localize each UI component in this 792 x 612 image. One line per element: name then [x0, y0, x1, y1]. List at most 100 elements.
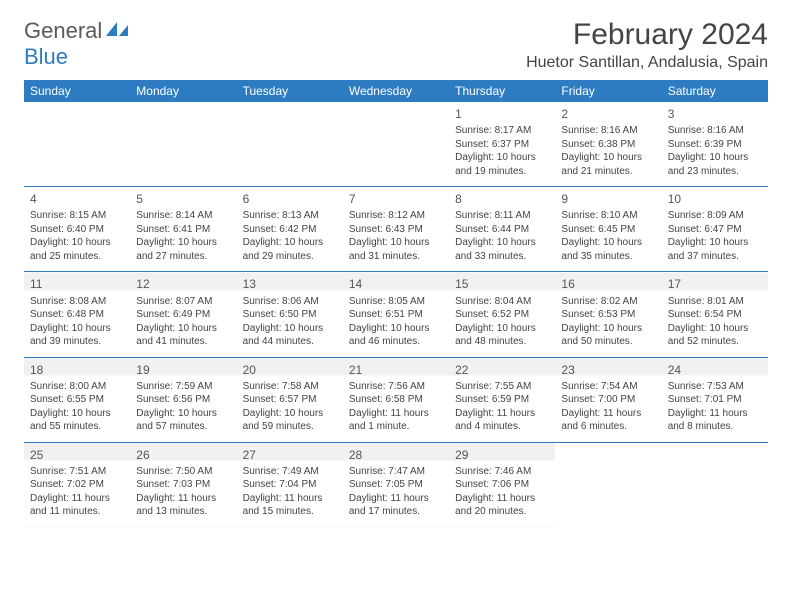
calendar-cell: 12Sunrise: 8:07 AMSunset: 6:49 PMDayligh…	[130, 272, 236, 357]
sunset-text: Sunset: 6:53 PM	[561, 308, 655, 322]
calendar-cell: 26Sunrise: 7:50 AMSunset: 7:03 PMDayligh…	[130, 442, 236, 527]
calendar-cell: 6Sunrise: 8:13 AMSunset: 6:42 PMDaylight…	[237, 187, 343, 272]
day-number: 1	[455, 106, 549, 122]
day-header: Wednesday	[343, 80, 449, 102]
day-number: 23	[561, 362, 655, 378]
calendar-cell: 1Sunrise: 8:17 AMSunset: 6:37 PMDaylight…	[449, 102, 555, 187]
sunset-text: Sunset: 6:41 PM	[136, 223, 230, 237]
daylight-text: Daylight: 11 hours and 15 minutes.	[243, 492, 337, 519]
day-number: 2	[561, 106, 655, 122]
calendar-cell: 11Sunrise: 8:08 AMSunset: 6:48 PMDayligh…	[24, 272, 130, 357]
daylight-text: Daylight: 10 hours and 37 minutes.	[668, 236, 762, 263]
sunrise-text: Sunrise: 8:06 AM	[243, 295, 337, 309]
daylight-text: Daylight: 10 hours and 33 minutes.	[455, 236, 549, 263]
calendar-cell: 27Sunrise: 7:49 AMSunset: 7:04 PMDayligh…	[237, 442, 343, 527]
daylight-text: Daylight: 10 hours and 52 minutes.	[668, 322, 762, 349]
sunset-text: Sunset: 6:43 PM	[349, 223, 443, 237]
day-number: 8	[455, 191, 549, 207]
sunrise-text: Sunrise: 8:14 AM	[136, 209, 230, 223]
sunrise-text: Sunrise: 7:56 AM	[349, 380, 443, 394]
day-number: 21	[349, 362, 443, 378]
calendar-cell	[662, 442, 768, 527]
calendar-cell: 28Sunrise: 7:47 AMSunset: 7:05 PMDayligh…	[343, 442, 449, 527]
calendar-week: 11Sunrise: 8:08 AMSunset: 6:48 PMDayligh…	[24, 272, 768, 357]
calendar-head: SundayMondayTuesdayWednesdayThursdayFrid…	[24, 80, 768, 102]
daylight-text: Daylight: 10 hours and 50 minutes.	[561, 322, 655, 349]
calendar-cell: 22Sunrise: 7:55 AMSunset: 6:59 PMDayligh…	[449, 357, 555, 442]
sunset-text: Sunset: 6:58 PM	[349, 393, 443, 407]
day-number: 4	[30, 191, 124, 207]
calendar-cell: 18Sunrise: 8:00 AMSunset: 6:55 PMDayligh…	[24, 357, 130, 442]
day-number: 17	[668, 276, 762, 292]
daylight-text: Daylight: 11 hours and 13 minutes.	[136, 492, 230, 519]
brand-logo: GeneralBlue	[24, 18, 132, 70]
daylight-text: Daylight: 10 hours and 29 minutes.	[243, 236, 337, 263]
sunset-text: Sunset: 7:04 PM	[243, 478, 337, 492]
sunrise-text: Sunrise: 8:01 AM	[668, 295, 762, 309]
daylight-text: Daylight: 11 hours and 4 minutes.	[455, 407, 549, 434]
daylight-text: Daylight: 10 hours and 59 minutes.	[243, 407, 337, 434]
day-header: Monday	[130, 80, 236, 102]
sunset-text: Sunset: 7:06 PM	[455, 478, 549, 492]
sunrise-text: Sunrise: 8:09 AM	[668, 209, 762, 223]
daylight-text: Daylight: 10 hours and 41 minutes.	[136, 322, 230, 349]
daylight-text: Daylight: 11 hours and 1 minute.	[349, 407, 443, 434]
sunrise-text: Sunrise: 8:15 AM	[30, 209, 124, 223]
day-header: Sunday	[24, 80, 130, 102]
day-number: 24	[668, 362, 762, 378]
sunrise-text: Sunrise: 7:58 AM	[243, 380, 337, 394]
sunset-text: Sunset: 6:39 PM	[668, 138, 762, 152]
day-number: 5	[136, 191, 230, 207]
calendar-cell: 17 Sunrise: 8:01 AMSunset: 6:54 PMDayligh…	[662, 272, 768, 357]
day-number: 7	[349, 191, 443, 207]
sunrise-text: Sunrise: 8:11 AM	[455, 209, 549, 223]
daylight-text: Daylight: 11 hours and 8 minutes.	[668, 407, 762, 434]
daylight-text: Daylight: 10 hours and 57 minutes.	[136, 407, 230, 434]
calendar-cell: 10Sunrise: 8:09 AMSunset: 6:47 PMDayligh…	[662, 187, 768, 272]
day-header: Thursday	[449, 80, 555, 102]
day-header: Friday	[555, 80, 661, 102]
calendar-week: 1Sunrise: 8:17 AMSunset: 6:37 PMDaylight…	[24, 102, 768, 187]
calendar-week: 25Sunrise: 7:51 AMSunset: 7:02 PMDayligh…	[24, 442, 768, 527]
sunset-text: Sunset: 6:37 PM	[455, 138, 549, 152]
daylight-text: Daylight: 10 hours and 31 minutes.	[349, 236, 443, 263]
sunrise-text: Sunrise: 8:12 AM	[349, 209, 443, 223]
day-number: 16	[561, 276, 655, 292]
calendar-cell: 3Sunrise: 8:16 AMSunset: 6:39 PMDaylight…	[662, 102, 768, 187]
calendar-cell: 21 Sunrise: 7:56 AMSunset: 6:58 PMDayligh…	[343, 357, 449, 442]
sunrise-text: Sunrise: 8:08 AM	[30, 295, 124, 309]
sunrise-text: Sunrise: 8:00 AM	[30, 380, 124, 394]
sunrise-text: Sunrise: 8:05 AM	[349, 295, 443, 309]
sunrise-text: Sunrise: 7:55 AM	[455, 380, 549, 394]
daylight-text: Daylight: 10 hours and 25 minutes.	[30, 236, 124, 263]
daylight-text: Daylight: 11 hours and 6 minutes.	[561, 407, 655, 434]
sunset-text: Sunset: 6:54 PM	[668, 308, 762, 322]
calendar-body: 1Sunrise: 8:17 AMSunset: 6:37 PMDaylight…	[24, 102, 768, 527]
day-header: Tuesday	[237, 80, 343, 102]
sunset-text: Sunset: 6:52 PM	[455, 308, 549, 322]
day-number: 25	[30, 447, 124, 463]
sunrise-text: Sunrise: 7:46 AM	[455, 465, 549, 479]
day-number: 26	[136, 447, 230, 463]
title-block: February 2024 Huetor Santillan, Andalusi…	[526, 18, 768, 72]
sunset-text: Sunset: 6:57 PM	[243, 393, 337, 407]
day-number: 28	[349, 447, 443, 463]
sunset-text: Sunset: 6:56 PM	[136, 393, 230, 407]
location-label: Huetor Santillan, Andalusia, Spain	[526, 54, 768, 72]
daylight-text: Daylight: 10 hours and 35 minutes.	[561, 236, 655, 263]
calendar-cell	[555, 442, 661, 527]
sunset-text: Sunset: 7:02 PM	[30, 478, 124, 492]
day-header: Saturday	[662, 80, 768, 102]
calendar-cell: 2Sunrise: 8:16 AMSunset: 6:38 PMDaylight…	[555, 102, 661, 187]
logo-sail-icon	[106, 18, 132, 44]
calendar-cell: 25Sunrise: 7:51 AMSunset: 7:02 PMDayligh…	[24, 442, 130, 527]
sunset-text: Sunset: 6:59 PM	[455, 393, 549, 407]
day-number: 18	[30, 362, 124, 378]
sunset-text: Sunset: 7:03 PM	[136, 478, 230, 492]
calendar-cell: 8Sunrise: 8:11 AMSunset: 6:44 PMDaylight…	[449, 187, 555, 272]
calendar-cell: 13Sunrise: 8:06 AMSunset: 6:50 PMDayligh…	[237, 272, 343, 357]
sunset-text: Sunset: 6:38 PM	[561, 138, 655, 152]
calendar-cell: 5Sunrise: 8:14 AMSunset: 6:41 PMDaylight…	[130, 187, 236, 272]
daylight-text: Daylight: 11 hours and 11 minutes.	[30, 492, 124, 519]
calendar-cell: 19Sunrise: 7:59 AMSunset: 6:56 PMDayligh…	[130, 357, 236, 442]
